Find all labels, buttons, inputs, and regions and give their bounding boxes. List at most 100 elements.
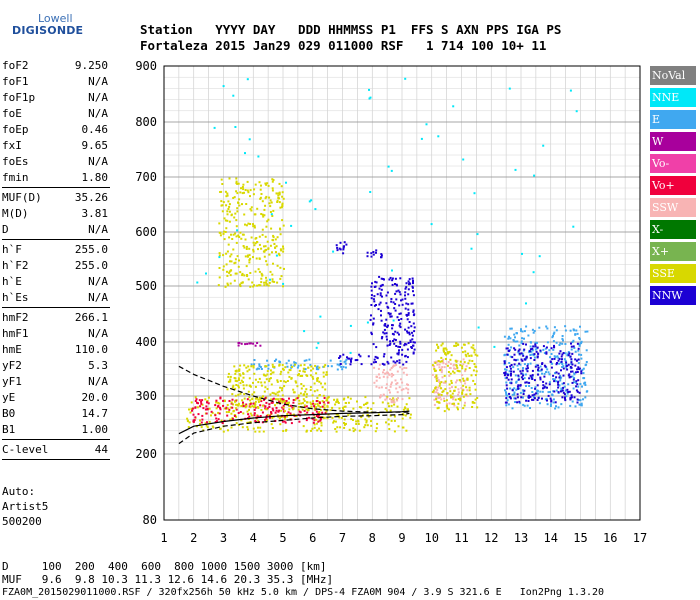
scatter-point	[372, 323, 375, 326]
scatter-point	[564, 399, 567, 402]
scatter-point	[286, 365, 289, 368]
scatter-point	[265, 195, 268, 198]
scatter-point	[245, 403, 248, 406]
scatter-point	[229, 380, 232, 383]
scatter-point	[315, 422, 318, 425]
scatter-point	[409, 416, 412, 419]
scatter-point	[249, 257, 252, 260]
scatter-point	[451, 392, 454, 395]
scatter-point	[466, 389, 469, 392]
x-tick-label: 17	[633, 531, 647, 545]
scatter-point	[399, 312, 402, 315]
scatter-point	[445, 405, 448, 408]
scatter-point	[508, 87, 511, 90]
scatter-point	[464, 353, 467, 356]
scatter-point	[279, 266, 282, 269]
scatter-cluster-w-400	[237, 341, 262, 347]
scatter-point	[543, 385, 546, 388]
scatter-point	[392, 360, 395, 363]
scatter-point	[557, 372, 560, 375]
scatter-point	[226, 192, 229, 195]
scatter-point	[312, 377, 315, 380]
scatter-point	[561, 389, 564, 392]
scatter-point	[473, 348, 476, 351]
scatter-point	[531, 353, 534, 356]
scatter-point	[442, 362, 445, 365]
scatter-point	[260, 384, 263, 387]
scatter-point	[578, 337, 581, 339]
scatter-point	[523, 330, 526, 333]
scatter-point	[517, 368, 520, 371]
scatter-point	[215, 420, 218, 423]
scatter-point	[201, 399, 204, 402]
scatter-point	[283, 400, 286, 403]
scatter-point	[557, 381, 559, 384]
scatter-point	[352, 427, 355, 430]
scatter-point	[223, 407, 226, 410]
scatter-point	[230, 233, 232, 236]
scatter-point	[531, 394, 534, 397]
scatter-point	[396, 284, 398, 287]
scatter-point	[397, 345, 400, 348]
scatter-point	[564, 359, 567, 362]
scatter-point	[257, 381, 260, 384]
scatter-point	[279, 227, 281, 230]
scatter-point	[385, 387, 388, 389]
scatter-point	[315, 346, 318, 349]
scatter-point	[227, 372, 230, 375]
scatter-point	[402, 363, 405, 366]
scatter-point	[323, 403, 326, 406]
scatter-point	[558, 384, 561, 387]
scatter-point	[265, 401, 268, 404]
scatter-point	[537, 397, 540, 399]
scatter-point	[531, 391, 534, 393]
scatter-point	[247, 413, 250, 416]
scatter-point	[404, 355, 407, 358]
x-tick-label: 8	[369, 531, 376, 545]
scatter-point	[319, 406, 322, 408]
scatter-point	[536, 384, 539, 387]
scatter-point	[292, 399, 295, 401]
scatter-point	[385, 332, 388, 335]
scatter-point	[398, 361, 401, 364]
scatter-point	[520, 358, 523, 361]
scatter-point	[234, 387, 237, 390]
scatter-point	[577, 399, 580, 401]
scatter-point	[207, 402, 210, 405]
scatter-point	[284, 402, 287, 405]
scatter-point	[302, 367, 305, 370]
scatter-point	[372, 317, 375, 320]
scatter-point	[408, 278, 411, 281]
scatter-point	[229, 418, 232, 421]
scatter-point	[506, 353, 509, 356]
scatter-point	[410, 347, 413, 349]
scatter-point	[559, 350, 562, 353]
scatter-point	[246, 275, 249, 277]
scatter-point	[389, 385, 392, 388]
scatter-point	[239, 392, 242, 395]
scatter-point	[449, 390, 452, 393]
scatter-point	[570, 348, 573, 351]
scatter-point	[245, 224, 248, 227]
scatter-point	[309, 374, 312, 377]
scatter-point	[531, 328, 534, 331]
scatter-point	[366, 410, 369, 413]
scatter-point	[243, 364, 246, 367]
scatter-point	[402, 388, 405, 391]
scatter-point	[571, 381, 574, 384]
scatter-point	[372, 361, 375, 364]
scatter-point	[230, 253, 233, 256]
scatter-point	[532, 345, 535, 348]
scatter-point	[261, 200, 264, 203]
scatter-point	[380, 309, 382, 312]
scatter-point	[407, 303, 410, 306]
scatter-point	[381, 401, 384, 404]
scatter-cluster-nnw-370	[338, 353, 409, 366]
scatter-point	[514, 397, 517, 400]
scatter-point	[545, 382, 548, 385]
scatter-point	[253, 372, 256, 375]
scatter-point	[305, 430, 308, 433]
scatter-point	[510, 372, 512, 375]
scatter-point	[253, 412, 256, 415]
scatter-point	[545, 397, 548, 400]
